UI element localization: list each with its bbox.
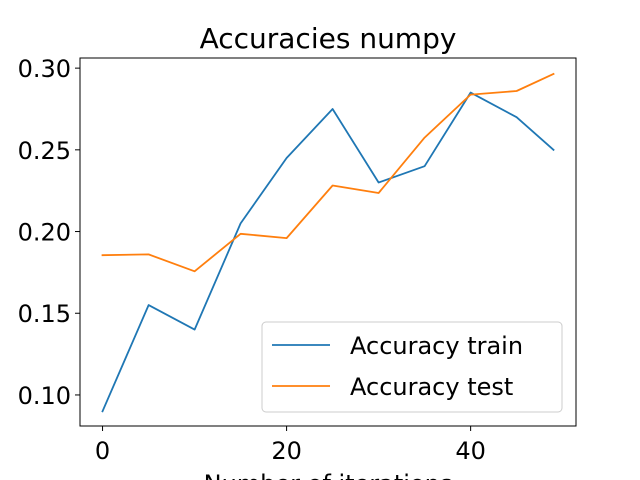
y-tick-label: 0.20 bbox=[18, 219, 71, 247]
y-tick-label: 0.10 bbox=[18, 382, 71, 410]
legend-box bbox=[261, 321, 563, 413]
plot-layer bbox=[101, 72, 555, 413]
series-line-1 bbox=[101, 91, 555, 413]
legend-label-2: Accuracy test bbox=[350, 373, 513, 401]
plot-frame bbox=[79, 57, 577, 427]
series-line-2 bbox=[101, 72, 555, 273]
x-axis-label: Number of iterations bbox=[204, 470, 453, 480]
x-tick-label: 20 bbox=[271, 437, 302, 465]
x-tick-label: 0 bbox=[95, 437, 110, 465]
y-tick-label: 0.30 bbox=[18, 55, 71, 83]
legend: Accuracy train Accuracy test bbox=[261, 321, 563, 413]
y-tick-label: 0.15 bbox=[18, 300, 71, 328]
chart-title: Accuracies numpy bbox=[200, 22, 457, 55]
x-tick-label: 40 bbox=[455, 437, 486, 465]
legend-label-1: Accuracy train bbox=[350, 332, 523, 360]
y-tick-label: 0.25 bbox=[18, 137, 71, 165]
ticks-layer: 0 20 40 0.10 0.15 0.20 0.25 0.30 bbox=[18, 55, 486, 465]
